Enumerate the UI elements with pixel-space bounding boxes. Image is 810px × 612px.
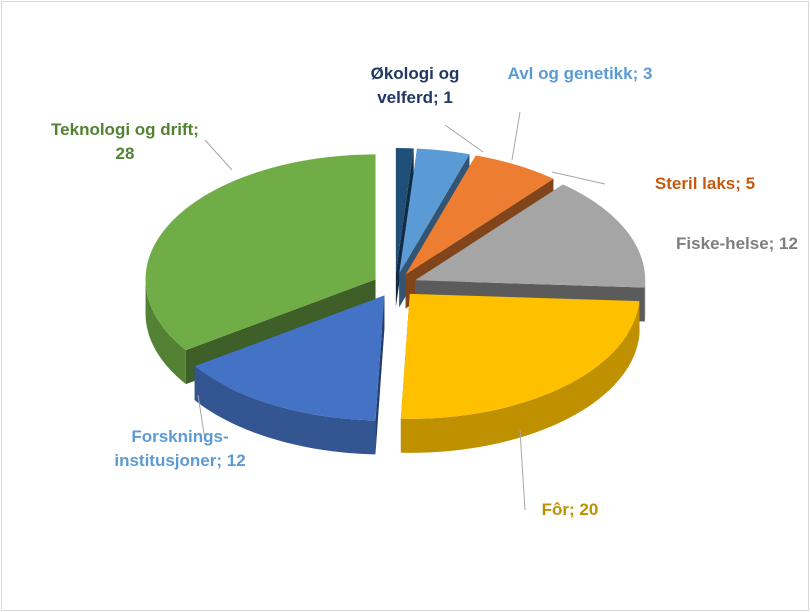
slice (194, 295, 385, 455)
slice-wall (145, 279, 186, 385)
data-label: Fôr; 20 (541, 500, 599, 519)
slice-wall (400, 301, 640, 453)
leader-line (197, 394, 206, 441)
leader-line (511, 111, 521, 161)
slice-side (375, 295, 385, 455)
data-label: Fiske-helse; 12 (676, 234, 798, 253)
data-label: Avl og genetikk; 3 (507, 64, 653, 83)
data-label: Teknologi og drift; 28 (51, 120, 199, 163)
leader-line (444, 124, 484, 153)
slice (400, 293, 640, 453)
data-label: Forsknings-institusjoner; 12 (114, 427, 246, 470)
slice-top (415, 184, 646, 288)
slice-top (194, 295, 385, 421)
slice-top (145, 154, 376, 351)
leader-line (551, 171, 606, 185)
slice-top (395, 148, 414, 274)
slice-wall (194, 366, 376, 455)
leader-line (519, 429, 526, 511)
slice-top (400, 293, 640, 419)
data-label: Økologi og velferd; 1 (370, 64, 460, 107)
data-label: Steril laks; 5 (654, 174, 756, 193)
slice-top (399, 148, 470, 274)
leader-line (204, 139, 233, 171)
slice-top (405, 155, 554, 275)
